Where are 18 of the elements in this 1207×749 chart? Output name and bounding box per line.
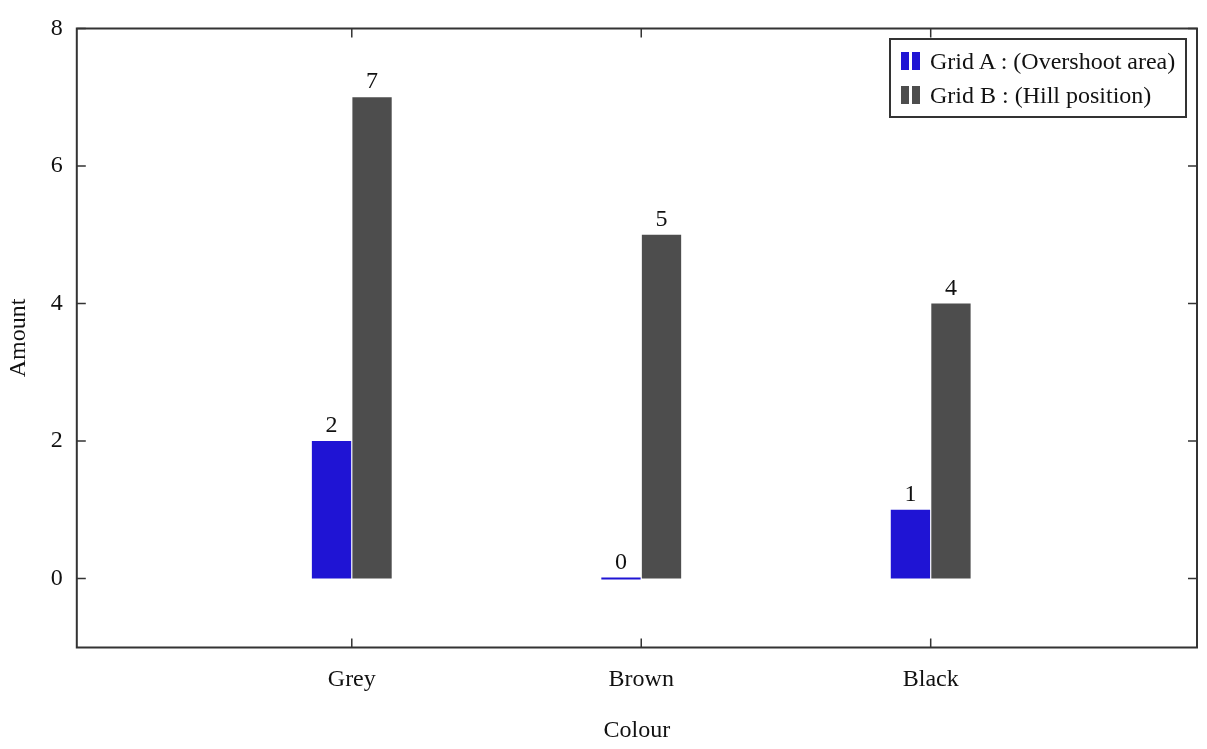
y-tick-label: 4: [50, 288, 63, 315]
y-tick-label: 2: [50, 426, 63, 453]
data-label: 7: [366, 67, 379, 94]
data-label: 4: [944, 273, 957, 300]
y-tick-label: 8: [50, 13, 63, 40]
data-label: 1: [904, 480, 917, 507]
legend-label: Grid B : (Hill position): [930, 81, 1152, 111]
x-axis-title: Colour: [603, 715, 671, 742]
y-tick-label: 6: [50, 151, 63, 178]
x-tick-label: Brown: [608, 665, 674, 692]
data-label: 2: [325, 411, 338, 438]
data-label: 5: [655, 205, 668, 232]
legend-label: Grid A : (Overshoot area): [930, 47, 1176, 77]
x-tick-label: Black: [902, 665, 959, 692]
x-tick-label: Grey: [327, 665, 376, 692]
y-tick-label: 0: [50, 563, 63, 590]
y-axis-title: Amount: [3, 298, 30, 378]
data-label: 0: [614, 547, 627, 574]
